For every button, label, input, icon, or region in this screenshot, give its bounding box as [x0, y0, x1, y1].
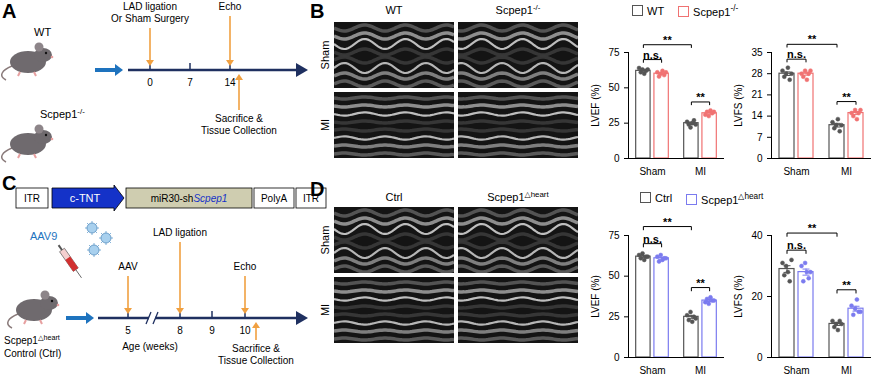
svg-text:MI: MI: [695, 166, 706, 177]
svg-text:Sham: Sham: [639, 166, 665, 177]
svg-text:MI: MI: [841, 365, 852, 376]
svg-text:LVEF (%): LVEF (%): [590, 84, 601, 127]
svg-text:c-TNT: c-TNT: [70, 192, 101, 204]
svg-text:**: **: [842, 279, 851, 291]
svg-text:B: B: [310, 0, 324, 22]
svg-text:Scpep1△heart: Scpep1△heart: [487, 190, 549, 204]
svg-text:MI: MI: [319, 119, 331, 131]
svg-text:n.s.: n.s.: [643, 49, 662, 61]
svg-text:Or Sham Surgery: Or Sham Surgery: [111, 13, 189, 24]
svg-text:WT: WT: [34, 26, 51, 38]
svg-text:MI: MI: [695, 365, 706, 376]
svg-text:Tissue Collection: Tissue Collection: [218, 355, 294, 366]
svg-text:**: **: [808, 33, 817, 45]
svg-text:75: 75: [608, 47, 620, 58]
html-text:Ctrl: Ctrl: [655, 192, 673, 205]
svg-text:D: D: [310, 178, 324, 200]
svg-text:9: 9: [209, 325, 215, 336]
svg-text:n.s.: n.s.: [787, 239, 806, 251]
svg-text:14: 14: [224, 77, 236, 88]
svg-text:C: C: [2, 172, 16, 194]
svg-text:50: 50: [608, 82, 620, 93]
svg-text:Echo: Echo: [219, 1, 242, 12]
svg-text:LVEF (%): LVEF (%): [590, 275, 601, 318]
svg-text:LAD ligation: LAD ligation: [153, 227, 207, 238]
svg-text:25: 25: [608, 311, 620, 322]
svg-text:MI: MI: [319, 304, 331, 316]
svg-text:0: 0: [757, 153, 763, 164]
svg-text:8: 8: [177, 325, 183, 336]
svg-text:Sacrifice &: Sacrifice &: [215, 113, 263, 124]
svg-text:**: **: [696, 91, 705, 103]
svg-text:AAV9: AAV9: [30, 230, 57, 242]
svg-text:0: 0: [147, 77, 153, 88]
svg-text:A: A: [2, 0, 16, 22]
svg-text:0: 0: [614, 352, 620, 363]
html-text:WT: WT: [647, 4, 665, 17]
svg-text:35: 35: [751, 47, 763, 58]
svg-text:Sham: Sham: [783, 166, 809, 177]
svg-text:LAD ligation: LAD ligation: [123, 1, 177, 12]
svg-text:25: 25: [608, 117, 620, 128]
svg-text:LVFS (%): LVFS (%): [733, 275, 744, 318]
svg-text:Sacrifice &: Sacrifice &: [232, 343, 280, 354]
svg-text:75: 75: [608, 230, 620, 241]
svg-text:5: 5: [125, 325, 131, 336]
svg-text:28: 28: [751, 68, 763, 79]
svg-text:7: 7: [757, 132, 763, 143]
svg-text:50: 50: [608, 270, 620, 281]
svg-text:Sham: Sham: [639, 365, 665, 376]
svg-text:**: **: [663, 34, 672, 46]
svg-text:Ctrl: Ctrl: [385, 191, 402, 203]
svg-text:**: **: [696, 277, 705, 289]
svg-text:AAV: AAV: [118, 261, 138, 272]
svg-text:Tissue Collection: Tissue Collection: [201, 125, 277, 136]
svg-text:Scpep1△heart: Scpep1△heart: [4, 333, 60, 347]
svg-text:Echo: Echo: [234, 261, 257, 272]
svg-text:WT: WT: [385, 4, 402, 16]
svg-text:Age (weeks): Age (weeks): [122, 341, 178, 352]
svg-text:**: **: [808, 222, 817, 234]
svg-text:Sham: Sham: [783, 365, 809, 376]
svg-text:20: 20: [751, 291, 763, 302]
svg-text:21: 21: [751, 89, 763, 100]
svg-text:ITR: ITR: [24, 193, 40, 204]
svg-text:10: 10: [239, 325, 251, 336]
svg-text:n.s.: n.s.: [787, 48, 806, 60]
svg-text:PolyA: PolyA: [261, 193, 287, 204]
svg-text:LVFS (%): LVFS (%): [733, 84, 744, 127]
svg-text:miR30-shScpep1: miR30-shScpep1: [151, 193, 228, 204]
svg-text:**: **: [663, 216, 672, 228]
svg-text:Sham: Sham: [319, 41, 331, 70]
svg-text:0: 0: [757, 352, 763, 363]
svg-text:Sham: Sham: [319, 226, 331, 255]
svg-text:Control (Ctrl): Control (Ctrl): [4, 348, 61, 359]
svg-text:n.s.: n.s.: [643, 233, 662, 245]
svg-text:MI: MI: [841, 166, 852, 177]
svg-text:40: 40: [751, 230, 763, 241]
svg-text:14: 14: [751, 110, 763, 121]
html-text:Scpep1-/-: Scpep1-/-: [693, 4, 739, 18]
html-text:Scpep1△heart: Scpep1△heart: [701, 192, 764, 206]
svg-text:0: 0: [614, 153, 620, 164]
svg-text:**: **: [842, 91, 851, 103]
svg-text:Scpep1-/-: Scpep1-/-: [496, 3, 541, 17]
svg-text:Scpep1-/-: Scpep1-/-: [40, 107, 85, 121]
svg-text:7: 7: [187, 77, 193, 88]
